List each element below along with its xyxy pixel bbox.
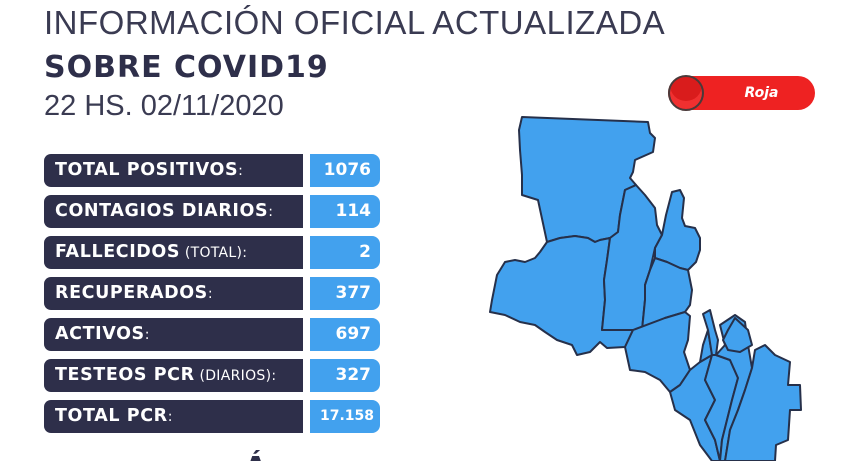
cut-off-heading: Á [44, 448, 268, 461]
stat-value: 2 [310, 236, 380, 269]
stat-label: TOTAL PCR: [44, 400, 303, 433]
stat-value: 697 [310, 318, 380, 351]
stat-value: 377 [310, 277, 380, 310]
stat-label: FALLECIDOS (TOTAL): [44, 236, 303, 269]
stat-label-suffix: : [268, 204, 274, 220]
stat-label: ACTIVOS: [44, 318, 303, 351]
stat-row-testeos-pcr: TESTEOS PCR (DIARIOS): 327 [44, 359, 384, 392]
map-region [702, 309, 719, 356]
stat-value: 17.158 [310, 400, 380, 433]
stat-label-text: TOTAL PCR [55, 406, 168, 426]
stat-label: TESTEOS PCR (DIARIOS): [44, 359, 303, 392]
stat-value: 1076 [310, 154, 380, 187]
stat-label-suffix: : [207, 286, 213, 302]
stat-label-text: ACTIVOS [55, 324, 145, 344]
stat-label-text: TESTEOS PCR [55, 365, 195, 385]
stat-label-suffix: (DIARIOS): [194, 368, 277, 384]
stat-label: TOTAL POSITIVOS: [44, 154, 303, 187]
stat-row-total-positivos: TOTAL POSITIVOS: 1076 [44, 154, 384, 187]
stat-label-suffix: : [144, 327, 150, 343]
stat-row-fallecidos: FALLECIDOS (TOTAL): 2 [44, 236, 384, 269]
report-timestamp: 22 HS. 02/11/2020 [44, 90, 284, 122]
map-region [724, 344, 802, 461]
stat-label-text: RECUPERADOS [55, 283, 208, 303]
stat-label-text: FALLECIDOS [55, 242, 181, 262]
province-map [489, 116, 802, 461]
stat-label-suffix: : [167, 409, 173, 425]
stat-row-recuperados: RECUPERADOS: 377 [44, 277, 384, 310]
map-region [489, 235, 634, 356]
map-region [654, 189, 701, 271]
alert-level-label: Roja [744, 85, 779, 101]
stat-row-total-pcr: TOTAL PCR: 17.158 [44, 400, 384, 433]
map-region [722, 317, 753, 353]
stat-value: 114 [310, 195, 380, 228]
stat-label-text: TOTAL POSITIVOS [55, 160, 239, 180]
stat-label: RECUPERADOS: [44, 277, 303, 310]
alert-level-badge: Roja [668, 75, 815, 111]
page-title: INFORMACIÓN OFICIAL ACTUALIZADA [44, 4, 666, 41]
stat-row-activos: ACTIVOS: 697 [44, 318, 384, 351]
stats-panel: TOTAL POSITIVOS: 1076 CONTAGIOS DIARIOS:… [44, 154, 384, 441]
stat-label-text: CONTAGIOS DIARIOS [55, 201, 269, 221]
stat-value: 327 [310, 359, 380, 392]
stat-label-suffix: : [238, 163, 244, 179]
stat-row-contagios-diarios: CONTAGIOS DIARIOS: 114 [44, 195, 384, 228]
cut-off-heading-text: Á [244, 451, 268, 461]
alert-indicator-icon [668, 75, 704, 111]
stat-label-suffix: (TOTAL): [180, 245, 248, 261]
page-subtitle: SOBRE COVID19 [44, 50, 329, 85]
stat-label: CONTAGIOS DIARIOS: [44, 195, 303, 228]
